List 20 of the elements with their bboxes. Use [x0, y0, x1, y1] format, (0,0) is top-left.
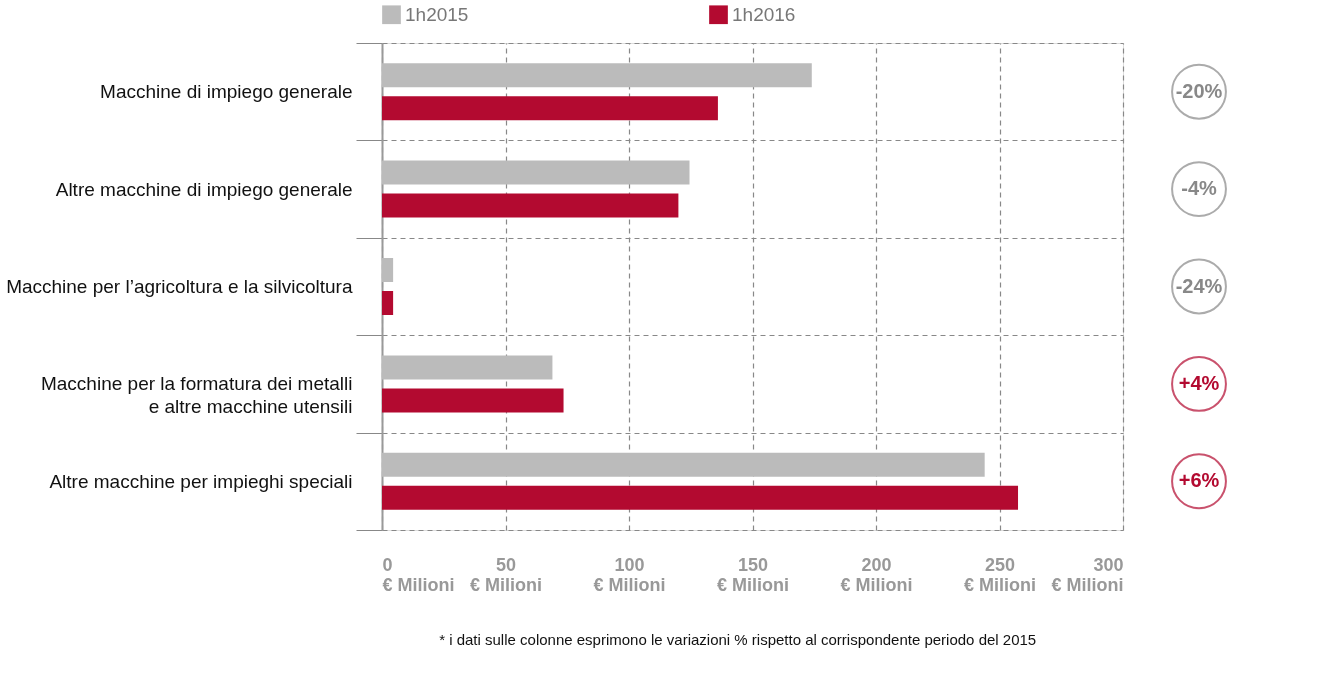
text: +4%: [1178, 371, 1220, 394]
x-tick-label: 250 € Milioni: [964, 554, 1036, 595]
text: -4%: [1181, 177, 1217, 200]
text: +6%: [1178, 469, 1220, 492]
x-tick-label: 150 € Milioni: [717, 554, 789, 595]
legend-label: 1h2016: [732, 3, 796, 25]
x-tick-label: 300 € Milioni: [1051, 554, 1124, 595]
y-tick-label: Macchine di impiego generale: [100, 81, 353, 103]
legend-label: 1h2015: [405, 3, 469, 25]
text: * i dati sulle colonne esprimono le variazioni % rispetto al corrispondente periodo del 2015: [439, 631, 1037, 648]
y-tick-label: Altre macchine per impieghi speciali: [49, 470, 353, 492]
text: -24%: [1175, 274, 1223, 297]
x-tick-label: 200 € Milioni: [840, 554, 913, 595]
text: -20%: [1175, 79, 1223, 102]
x-tick-label: 50 € Milioni: [470, 554, 542, 595]
x-tick-label: 0 € Milioni: [382, 554, 455, 595]
y-tick-label: Altre macchine di impiego generale: [55, 178, 353, 200]
y-tick-label: Macchine per l’agricoltura e la silvicoltura: [6, 276, 353, 297]
x-tick-label: 100 € Milioni: [593, 554, 666, 595]
y-tick-label: Macchine per la formatura dei metalli e altre macchine utensili: [40, 373, 353, 418]
